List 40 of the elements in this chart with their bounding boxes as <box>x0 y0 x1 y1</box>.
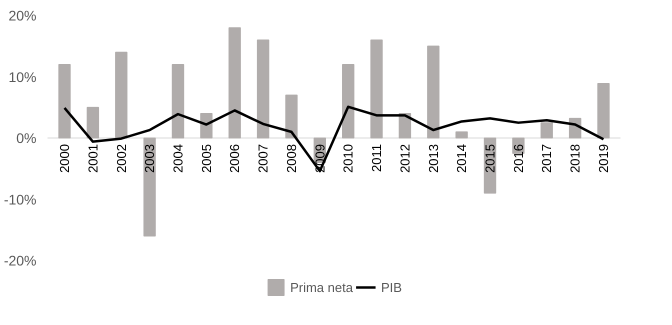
bar <box>143 138 156 236</box>
x-tick-label: 2017 <box>539 144 554 173</box>
x-tick-label: 2003 <box>142 144 158 173</box>
x-tick-label: 2019 <box>596 144 611 173</box>
x-tick-label: 2007 <box>256 144 271 173</box>
x-tick-label: 2012 <box>397 144 412 173</box>
bar <box>427 46 440 138</box>
y-tick-label: 0% <box>16 130 36 146</box>
bar <box>256 40 270 138</box>
x-tick-label: 2004 <box>170 144 186 173</box>
x-tick-label: 2010 <box>340 144 356 173</box>
y-tick-label: 20% <box>8 8 37 24</box>
legend-label: Prima neta <box>290 280 353 294</box>
bar <box>58 64 71 138</box>
x-tick-label: 2016 <box>510 144 526 173</box>
x-tick-label: 2015 <box>482 144 498 173</box>
x-tick-label: 2000 <box>57 144 72 173</box>
y-tick-label: -10% <box>4 191 37 208</box>
x-tick-label: 2002 <box>114 144 129 173</box>
bar <box>172 64 184 138</box>
bar <box>597 82 610 138</box>
bar <box>455 131 468 138</box>
bar <box>342 64 354 138</box>
x-tick-label: 2006 <box>227 144 242 173</box>
x-tick-label: 2018 <box>568 144 583 173</box>
legend-label: PIB <box>380 280 402 294</box>
bar <box>86 106 100 138</box>
bar <box>370 40 383 138</box>
y-tick-label: 10% <box>8 68 37 85</box>
x-tick-label: 2005 <box>198 144 214 173</box>
bar <box>540 122 553 138</box>
x-tick-label: 2008 <box>284 144 299 173</box>
x-tick-label: 2014 <box>454 144 470 173</box>
bar <box>228 27 241 138</box>
y-tick-label: -20% <box>4 252 37 268</box>
bar <box>285 94 298 138</box>
bar <box>115 52 128 138</box>
x-tick-label: 2011 <box>369 144 384 172</box>
x-tick-label: 2013 <box>426 144 441 173</box>
x-tick-label: 2001 <box>85 144 100 173</box>
